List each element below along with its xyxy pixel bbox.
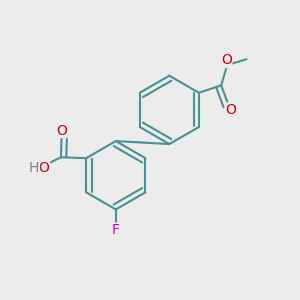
Text: O: O <box>56 124 67 137</box>
Text: O: O <box>39 161 50 175</box>
Text: O: O <box>221 53 232 68</box>
Text: H: H <box>29 161 39 175</box>
Text: O: O <box>226 103 236 117</box>
Text: F: F <box>112 223 120 237</box>
